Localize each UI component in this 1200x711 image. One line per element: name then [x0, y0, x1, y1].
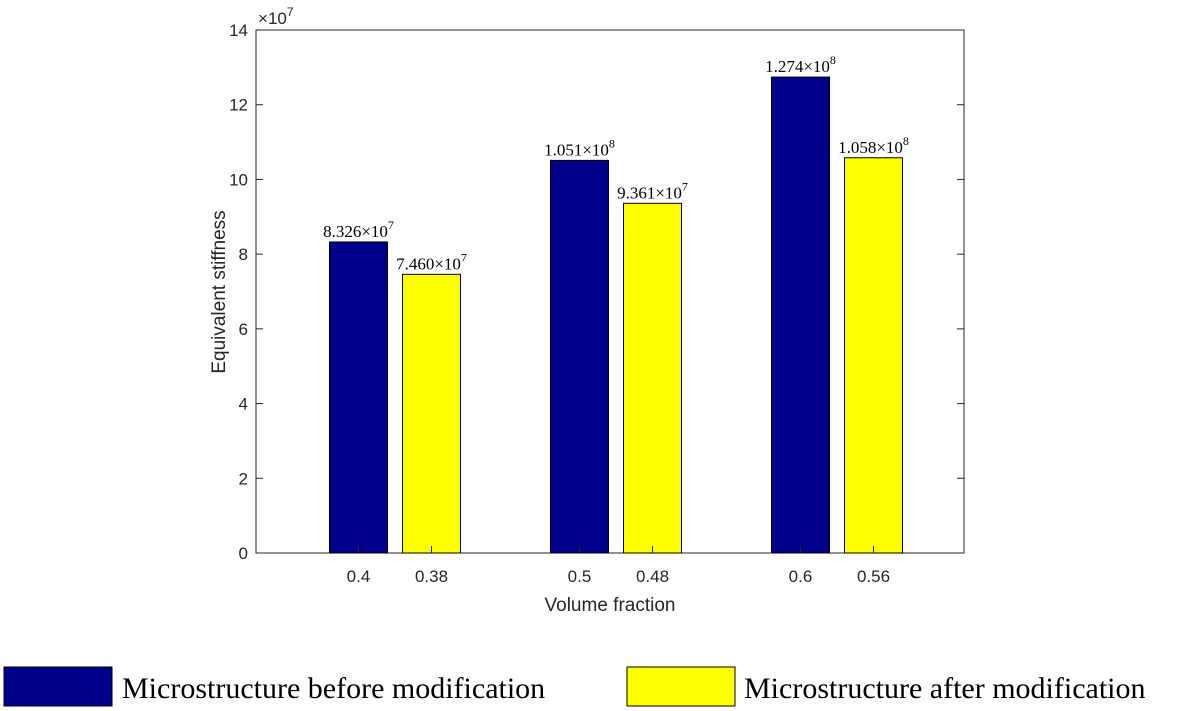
data-label: 1.051×108 — [544, 136, 615, 159]
bar-before — [550, 159, 609, 554]
bar-before — [771, 76, 830, 554]
x-tick-label: 0.48 — [636, 567, 669, 586]
x-axis-ticks: 0.4 0.38 0.5 0.48 0.6 0.56 — [347, 546, 890, 586]
y-axis-ticks: 0 2 4 6 8 10 12 14 — [229, 21, 964, 563]
y-tick-label: 10 — [229, 170, 248, 189]
x-tick-label: 0.4 — [347, 567, 371, 586]
legend: Microstructure before modification Micro… — [3, 666, 1146, 707]
data-label-exponent: 7 — [388, 218, 394, 232]
bar-after — [844, 157, 903, 554]
data-label-mantissa: 1.051×10 — [544, 140, 609, 159]
data-label: 9.361×107 — [617, 179, 688, 202]
legend-swatch-before — [3, 666, 113, 707]
data-label: 1.058×108 — [838, 134, 909, 157]
data-label: 7.460×107 — [396, 250, 467, 273]
x-tick-label: 0.6 — [789, 567, 813, 586]
data-label-mantissa: 8.326×10 — [323, 222, 388, 241]
data-label: 1.274×108 — [765, 53, 836, 76]
y-tick-label: 12 — [229, 96, 248, 115]
legend-item-after: Microstructure after modification — [626, 666, 1146, 707]
y-tick-label: 14 — [229, 21, 248, 40]
y-tick-label: 6 — [239, 320, 248, 339]
data-label-mantissa: 1.274×10 — [765, 57, 830, 76]
bar-after — [623, 202, 682, 554]
data-label-mantissa: 7.460×10 — [396, 254, 461, 273]
data-label-exponent: 8 — [903, 134, 909, 148]
legend-label-after: Microstructure after modification — [744, 672, 1146, 705]
data-labels: 8.326×1077.460×1071.051×1089.361×1071.27… — [323, 53, 909, 273]
data-label-mantissa: 9.361×10 — [617, 183, 682, 202]
data-label-exponent: 8 — [830, 53, 836, 67]
y-tick-label: 8 — [239, 245, 248, 264]
y-tick-label: 4 — [239, 395, 248, 414]
x-tick-label: 0.5 — [568, 567, 592, 586]
data-label-exponent: 7 — [461, 250, 467, 264]
legend-swatch-after — [626, 666, 736, 707]
bar-after — [402, 273, 461, 554]
x-axis-label: Volume fraction — [545, 595, 676, 616]
data-label: 8.326×107 — [323, 218, 394, 241]
legend-label-before: Microstructure before modification — [122, 672, 545, 705]
x-tick-label: 0.56 — [857, 567, 890, 586]
bars — [329, 76, 903, 554]
data-label-exponent: 7 — [682, 179, 688, 193]
y-axis-label: Equivalent stiffness — [209, 210, 230, 373]
x-tick-label: 0.38 — [415, 567, 448, 586]
y-tick-label: 0 — [239, 544, 248, 563]
y-tick-label: 2 — [239, 469, 248, 488]
legend-item-before: Microstructure before modification — [3, 666, 545, 707]
bar-before — [329, 241, 388, 554]
data-label-mantissa: 1.058×10 — [838, 138, 903, 157]
y-scale-exponent: ×107 — [258, 5, 294, 28]
data-label-exponent: 8 — [609, 136, 615, 150]
